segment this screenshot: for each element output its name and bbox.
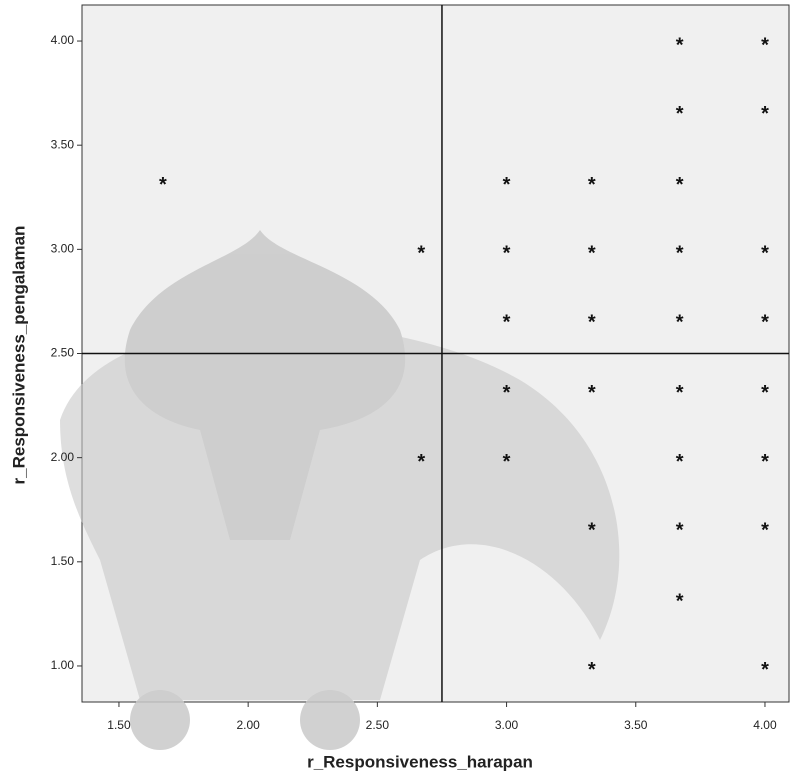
point: * xyxy=(676,174,684,196)
x-tick-label: 4.00 xyxy=(753,718,777,732)
x-tick-label: 3.00 xyxy=(495,718,519,732)
y-tick-label: 2.50 xyxy=(51,346,75,360)
point: * xyxy=(417,243,425,265)
y-axis-title: r_Responsiveness_pengalaman xyxy=(9,226,28,485)
point: * xyxy=(503,382,511,404)
point: * xyxy=(417,451,425,473)
point: * xyxy=(761,243,769,265)
x-tick-label: 1.50 xyxy=(107,718,131,732)
point: * xyxy=(588,174,596,196)
point: * xyxy=(588,659,596,681)
x-axis-title: r_Responsiveness_harapan xyxy=(307,752,533,771)
point: * xyxy=(503,451,511,473)
point: * xyxy=(159,174,167,196)
y-tick-label: 4.00 xyxy=(51,33,75,47)
point: * xyxy=(761,382,769,404)
point: * xyxy=(676,591,684,613)
point: * xyxy=(588,382,596,404)
point: * xyxy=(676,382,684,404)
y-tick-label: 1.00 xyxy=(51,658,75,672)
point: * xyxy=(676,103,684,125)
chart: r_Responsiveness_harapan r_Responsivenes… xyxy=(0,0,790,778)
point: * xyxy=(503,174,511,196)
point: * xyxy=(588,311,596,333)
point: * xyxy=(761,34,769,56)
y-tick-label: 3.00 xyxy=(51,242,75,256)
point: * xyxy=(761,311,769,333)
x-tick-label: 3.50 xyxy=(624,718,648,732)
point: * xyxy=(761,520,769,542)
point: * xyxy=(761,451,769,473)
point: * xyxy=(503,243,511,265)
y-tick-label: 2.00 xyxy=(51,450,75,464)
point: * xyxy=(676,34,684,56)
x-tick-label: 2.00 xyxy=(236,718,260,732)
point: * xyxy=(588,243,596,265)
y-tick-label: 1.50 xyxy=(51,554,75,568)
point: * xyxy=(676,311,684,333)
point: * xyxy=(676,243,684,265)
y-tick-label: 3.50 xyxy=(51,137,75,151)
point: * xyxy=(503,311,511,333)
point: * xyxy=(761,659,769,681)
point: * xyxy=(761,103,769,125)
point: * xyxy=(676,451,684,473)
point: * xyxy=(588,520,596,542)
x-tick-label: 2.50 xyxy=(366,718,390,732)
point: * xyxy=(676,520,684,542)
